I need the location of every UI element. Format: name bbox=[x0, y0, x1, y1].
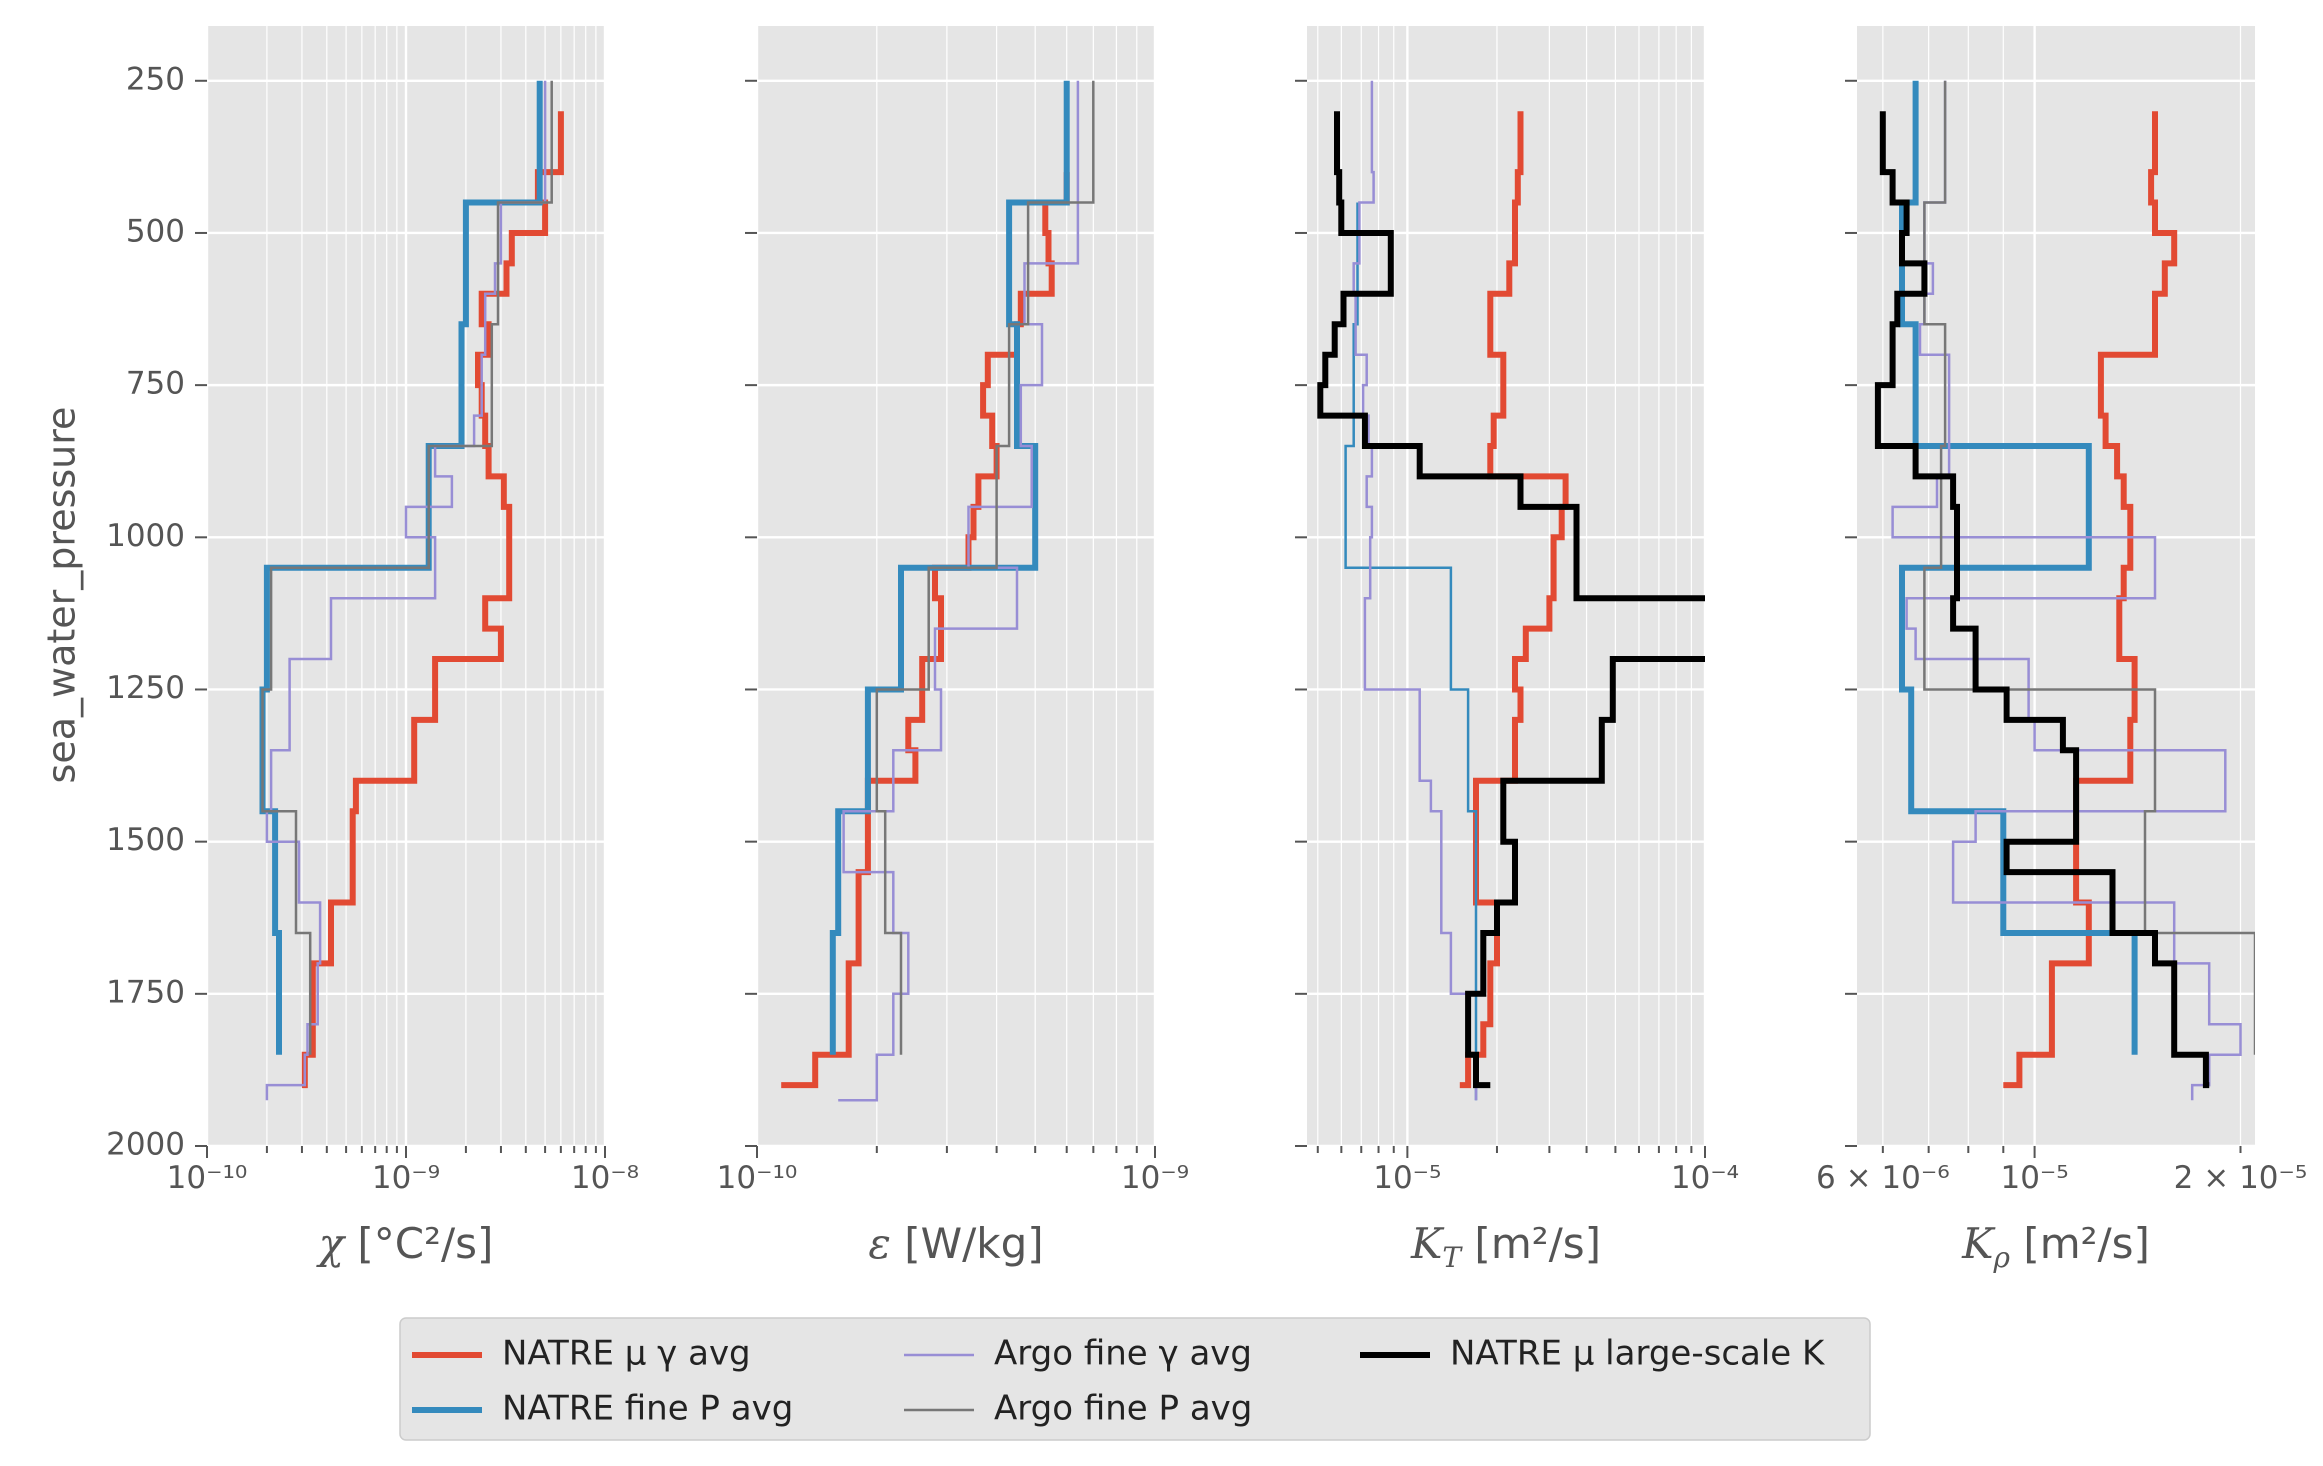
series-line-argo-fine-avg bbox=[838, 80, 1080, 1102]
x-axis-label-symbol: ε bbox=[868, 1219, 891, 1268]
x-tick-label: 10⁻⁴ bbox=[1671, 1160, 1739, 1196]
series-line-argo-fine-p-avg bbox=[875, 80, 1095, 1055]
series-line-argo-fine-avg bbox=[265, 80, 547, 1101]
y-tick-label: 1500 bbox=[106, 822, 185, 858]
x-tick-label: 6 × 10⁻⁶ bbox=[1816, 1160, 1950, 1196]
x-tick-label: 10⁻⁸ bbox=[571, 1160, 639, 1196]
legend-label-natre-fine-p: NATRE fine P avg bbox=[502, 1389, 793, 1429]
x-tick-label: 10⁻⁹ bbox=[1121, 1160, 1189, 1196]
series-group bbox=[1317, 80, 1705, 1101]
x-axis-label-symbol: K bbox=[1410, 1219, 1445, 1268]
legend: NATRE μ γ avg NATRE fine P avg Argo fine… bbox=[399, 1317, 1871, 1441]
series-line-natre-avg bbox=[2003, 111, 2178, 1089]
x-tick-label: 10⁻¹⁰ bbox=[167, 1160, 248, 1196]
panel-KT: 10⁻⁵ 10⁻⁴ KT [m²/s] bbox=[1295, 26, 1739, 1274]
series-line-natre-fine-p-avg bbox=[1344, 202, 1478, 1101]
series-group bbox=[259, 80, 564, 1101]
grid-lines bbox=[1857, 26, 2255, 1146]
panel-background bbox=[757, 26, 1155, 1146]
grid-lines bbox=[207, 26, 605, 1146]
legend-label-argo-fine-p: Argo fine P avg bbox=[994, 1389, 1252, 1429]
x-tick-label: 2 × 10⁻⁵ bbox=[2174, 1160, 2308, 1196]
y-tick-label: 500 bbox=[126, 213, 185, 249]
legend-label-argo-fine-gamma: Argo fine γ avg bbox=[994, 1334, 1252, 1374]
x-axis-label-unit: [m²/s] bbox=[1461, 1219, 1601, 1268]
panel-Krho: 6 × 10⁻⁶ 10⁻⁵ 2 × 10⁻⁵ Kρ [m²/s] bbox=[1816, 26, 2307, 1274]
legend-label-natre-large-scale-k: NATRE μ large-scale K bbox=[1450, 1334, 1826, 1374]
x-axis-label-subscript: ρ bbox=[1993, 1241, 2011, 1274]
x-axis-label: KT [m²/s] bbox=[1410, 1219, 1601, 1274]
grid-lines bbox=[757, 26, 1155, 1146]
panel-epsilon: 10⁻¹⁰ 10⁻⁹ ε [W/kg] bbox=[717, 26, 1189, 1268]
x-axis-label: ε [W/kg] bbox=[868, 1219, 1043, 1268]
y-tick-label: 750 bbox=[126, 366, 185, 402]
x-axis-label-subscript: T bbox=[1442, 1241, 1463, 1274]
legend-label-natre-mu-gamma: NATRE μ γ avg bbox=[502, 1334, 751, 1374]
x-tick-label: 10⁻⁹ bbox=[372, 1160, 440, 1196]
grid-lines bbox=[1307, 26, 1705, 1146]
series-line-argo-fine-p-avg bbox=[261, 80, 553, 1055]
x-tick-label: 10⁻¹⁰ bbox=[717, 1160, 798, 1196]
series-group bbox=[1874, 80, 2255, 1101]
x-axis-label-unit: [W/kg] bbox=[891, 1219, 1044, 1268]
series-line-argo-fine-avg bbox=[1891, 80, 2242, 1101]
x-axis-label: Kρ [m²/s] bbox=[1961, 1219, 2150, 1274]
series-line-natre-large-scale-k bbox=[1317, 111, 1705, 1089]
x-axis-label-symbol: χ bbox=[316, 1219, 347, 1268]
x-axis-label: χ [°C²/s] bbox=[316, 1219, 494, 1268]
series-line-natre-avg bbox=[301, 111, 564, 1089]
y-tick-label: 250 bbox=[126, 61, 185, 97]
y-tick-label: 2000 bbox=[106, 1127, 185, 1163]
panel-background bbox=[1307, 26, 1705, 1146]
x-tick-label: 10⁻⁵ bbox=[1373, 1160, 1441, 1196]
series-group bbox=[781, 80, 1095, 1102]
x-axis-label-symbol: K bbox=[1961, 1219, 1996, 1268]
y-axis-label: sea_water_pressure bbox=[40, 407, 84, 784]
y-tick-label: 1250 bbox=[106, 670, 185, 706]
x-tick-label: 10⁻⁵ bbox=[2000, 1160, 2068, 1196]
y-tick-label: 1750 bbox=[106, 974, 185, 1010]
y-tick-label: 1000 bbox=[106, 518, 185, 554]
x-axis-label-unit: [m²/s] bbox=[2010, 1219, 2150, 1268]
x-axis-label-unit: [°C²/s] bbox=[344, 1219, 493, 1268]
series-line-natre-large-scale-k bbox=[1874, 111, 2210, 1089]
legend-frame bbox=[399, 1317, 1871, 1441]
series-line-natre-avg bbox=[1459, 111, 1569, 1089]
